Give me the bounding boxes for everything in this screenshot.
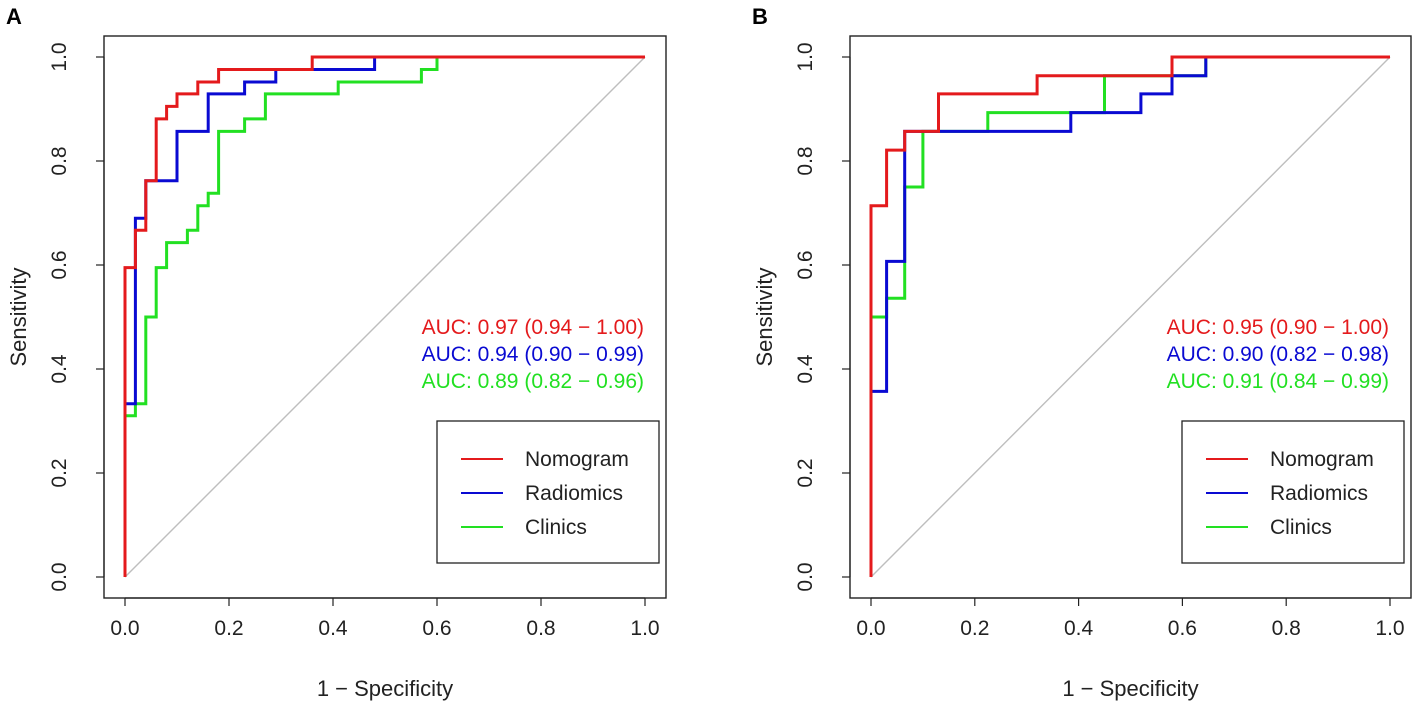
roc-curve-nomogram — [123, 55, 645, 577]
auc-label-radiomics: AUC: 0.90 (0.82 − 0.98) — [1167, 343, 1389, 366]
y-tick-label: 0.0 — [794, 562, 817, 591]
auc-label-clinics: AUC: 0.91 (0.84 − 0.99) — [1167, 370, 1389, 393]
legend-label-clinics: Clinics — [1270, 516, 1332, 539]
roc-curve-nomogram — [869, 55, 1390, 577]
y-tick-label: 1.0 — [48, 42, 71, 71]
x-tick-label: 1.0 — [630, 617, 659, 640]
auc-label-nomogram: AUC: 0.97 (0.94 − 1.00) — [422, 316, 644, 339]
auc-label-clinics: AUC: 0.89 (0.82 − 0.96) — [422, 370, 644, 393]
legend-label-clinics: Clinics — [525, 516, 587, 539]
auc-label-radiomics: AUC: 0.94 (0.90 − 0.99) — [422, 343, 644, 366]
x-tick-label: 0.8 — [1272, 617, 1301, 640]
x-axis-title: 1 − Specificity — [1062, 676, 1198, 701]
x-tick-label: 0.0 — [110, 617, 139, 640]
legend-label-nomogram: Nomogram — [1270, 448, 1374, 471]
roc-panel-a: A 0.0 0.2 0.4 0.6 0.8 1.0 0.0 0.2 0.4 0.6 0.8 1.0 1 −… — [6, 4, 667, 701]
y-axis-title: Sensitivity — [752, 267, 777, 366]
x-tick-label: 0.2 — [214, 617, 243, 640]
roc-curve-clinics — [123, 55, 645, 577]
y-tick-label: 0.2 — [794, 458, 817, 487]
y-tick-label: 0.2 — [48, 458, 71, 487]
legend-label-nomogram: Nomogram — [525, 448, 629, 471]
y-tick-label: 0.4 — [794, 354, 817, 384]
y-tick-label: 0.8 — [794, 146, 817, 175]
y-tick-label: 0.4 — [48, 354, 71, 384]
x-tick-label: 0.6 — [1168, 617, 1197, 640]
panel-label: A — [6, 4, 22, 29]
y-tick-label: 0.6 — [48, 250, 71, 279]
y-tick-label: 1.0 — [794, 42, 817, 71]
y-tick-label: 0.8 — [48, 146, 71, 175]
x-tick-label: 0.4 — [1064, 617, 1094, 640]
reference-diagonal — [870, 56, 1391, 578]
x-tick-label: 0.2 — [960, 617, 989, 640]
legend-label-radiomics: Radiomics — [525, 482, 623, 505]
reference-diagonal — [124, 56, 646, 578]
y-tick-label: 0.0 — [48, 562, 71, 591]
x-tick-label: 0.0 — [856, 617, 885, 640]
roc-panel-b: B 0.0 0.2 0.4 0.6 0.8 1.0 0.0 0.2 0.4 0.6 0.8 1.0 1 −… — [752, 4, 1412, 701]
legend-label-radiomics: Radiomics — [1270, 482, 1368, 505]
panel-label: B — [752, 4, 768, 29]
y-axis-title: Sensitivity — [6, 267, 31, 366]
auc-label-nomogram: AUC: 0.95 (0.90 − 1.00) — [1167, 316, 1389, 339]
y-tick-label: 0.6 — [794, 250, 817, 279]
x-tick-label: 0.8 — [526, 617, 555, 640]
x-tick-label: 0.6 — [422, 617, 451, 640]
roc-curve-radiomics — [869, 55, 1390, 577]
x-tick-label: 1.0 — [1375, 617, 1404, 640]
x-axis-title: 1 − Specificity — [317, 676, 453, 701]
x-tick-label: 0.4 — [318, 617, 348, 640]
